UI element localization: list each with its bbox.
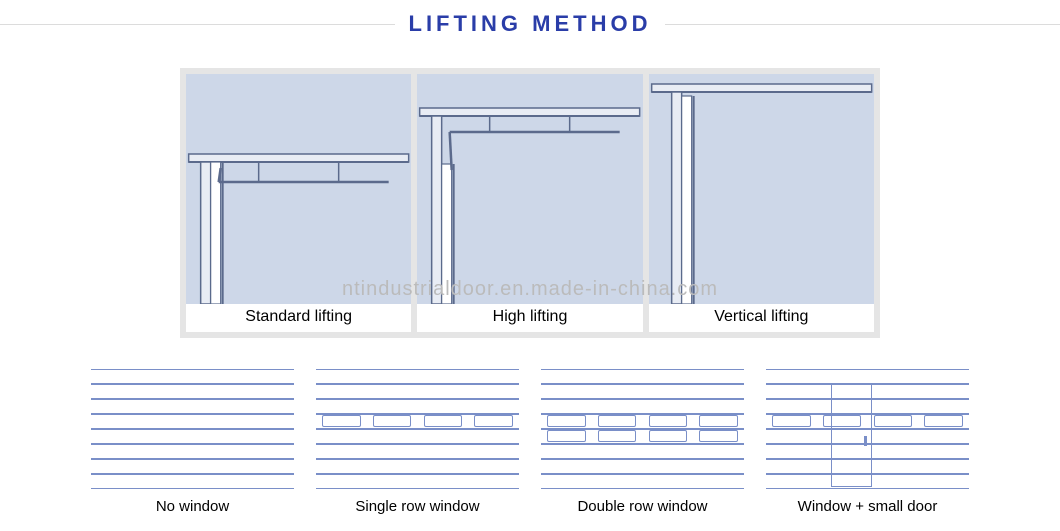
lifting-caption: Standard lifting (186, 304, 411, 332)
door-panels-row: No window Single row window Double row win… (90, 368, 970, 515)
lifting-caption: Vertical lifting (649, 304, 874, 332)
panel-diagram (315, 368, 520, 488)
lifting-method-row: Standard liftingHigh liftingVertical lif… (180, 68, 880, 338)
panel-caption: Window + small door (765, 488, 970, 515)
page-title: LIFTING METHOD (395, 11, 666, 37)
panel-caption: Double row window (540, 488, 745, 515)
panel-diagram (90, 368, 295, 488)
panel-caption: Single row window (315, 488, 520, 515)
panel-card: Single row window (315, 368, 520, 515)
panel-card: Window + small door (765, 368, 970, 515)
lifting-caption: High lifting (417, 304, 642, 332)
lifting-card: High lifting (417, 74, 642, 332)
panel-card: No window (90, 368, 295, 515)
panel-diagram (765, 368, 970, 488)
lifting-card: Vertical lifting (649, 74, 874, 332)
panel-diagram (540, 368, 745, 488)
pedestrian-door (831, 384, 872, 487)
panel-card: Double row window (540, 368, 745, 515)
lifting-diagram (186, 74, 411, 304)
panel-caption: No window (90, 488, 295, 515)
lifting-diagram (417, 74, 642, 304)
title-bar: LIFTING METHOD (0, 0, 1060, 48)
lifting-card: Standard lifting (186, 74, 411, 332)
lifting-diagram (649, 74, 874, 304)
